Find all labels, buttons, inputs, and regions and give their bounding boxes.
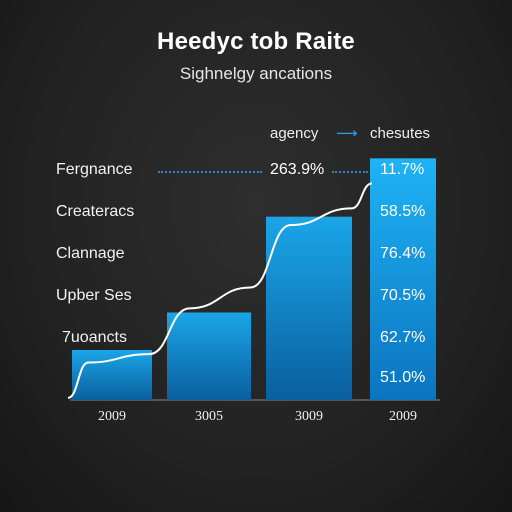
percent-label: 76.4%	[380, 245, 426, 262]
bar	[266, 216, 352, 400]
callout-value: 263.9%	[270, 161, 325, 178]
row-label: 7uoancts	[62, 329, 127, 346]
bars-group	[72, 158, 436, 400]
row-label: Createracs	[56, 203, 135, 220]
dotted-leader-right	[332, 171, 368, 173]
x-tick-label: 3009	[295, 409, 323, 424]
row-label: Upber Ses	[56, 287, 132, 304]
percent-label: 62.7%	[380, 329, 426, 346]
row-label: Fergnance	[56, 161, 133, 178]
chart-title: Heedyc tob Raite	[157, 28, 355, 55]
trend-line	[67, 182, 373, 399]
legend-left-label: agency	[270, 125, 319, 142]
x-tick-label: 2009	[389, 409, 417, 424]
percent-label: 70.5%	[380, 287, 426, 304]
dotted-leader-left	[158, 171, 262, 173]
x-tick-label: 2009	[98, 409, 126, 424]
row-label: Clannage	[56, 245, 125, 262]
percent-label: 51.0%	[380, 369, 426, 386]
bar	[72, 350, 152, 400]
chart-subtitle: Sighnelgy ancations	[179, 64, 333, 83]
percent-label: 11.7%	[380, 161, 425, 178]
bar	[370, 158, 436, 400]
x-tick-labels: 2009 3005 3009 2009	[98, 409, 417, 424]
legend-right-label: chesutes	[370, 125, 431, 142]
percent-label: 58.5%	[380, 203, 426, 220]
bar	[167, 312, 251, 400]
x-tick-label: 3005	[195, 409, 223, 424]
legend-arrow-icon: ⟶	[336, 125, 358, 142]
